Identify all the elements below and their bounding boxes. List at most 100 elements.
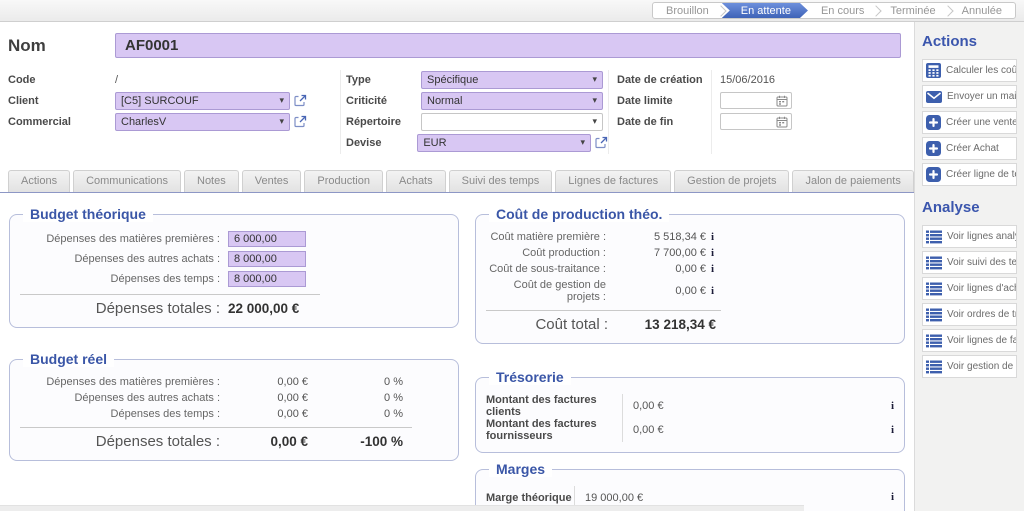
info-icon[interactable]: i <box>711 264 714 275</box>
panel-title: Marges <box>489 461 552 477</box>
type-select[interactable]: Spécifique ▾ <box>421 71 603 89</box>
date-limite-input[interactable] <box>720 92 792 109</box>
info-icon[interactable]: i <box>711 248 714 259</box>
voir-lignes-dachats-button[interactable]: Voir lignes d'achats <box>922 277 1017 300</box>
tresorerie-row: Montant des factures fournisseurs 0,00 €… <box>486 418 894 442</box>
creer-ligne-de-temps-button[interactable]: Créer ligne de temps <box>922 163 1017 186</box>
total-label: Dépenses totales : <box>20 433 228 450</box>
top-bar: Brouillon En attente En cours Terminée A… <box>0 0 1024 22</box>
budget-reel-row: Dépenses des autres achats : 0,00 € 0 % <box>20 392 448 404</box>
row-value: 0,00 € <box>228 408 308 420</box>
envoyer-un-mail-button[interactable]: Envoyer un mail <box>922 85 1017 108</box>
row-label: Dépenses des autres achats : <box>20 392 228 404</box>
row-label: Montant des factures clients <box>486 394 622 418</box>
info-icon[interactable]: i <box>891 425 894 436</box>
repertoire-select[interactable]: ▾ <box>421 113 603 131</box>
voir-gestion-de-projets-button[interactable]: Voir gestion de projets <box>922 355 1017 378</box>
code-value: / <box>115 74 118 86</box>
date-creation-value: 15/06/2016 <box>720 74 775 86</box>
external-link-icon[interactable] <box>294 115 307 128</box>
status-step-en-attente[interactable]: En attente <box>722 3 808 18</box>
cout-row: Coût de sous-traitance : 0,00 € i <box>486 263 894 275</box>
row-label: Dépenses des temps : <box>20 273 228 285</box>
budget-theorique-row: Dépenses des autres achats : 8 000,00 <box>20 251 448 267</box>
row-label: Dépenses des matières premières : <box>20 376 228 388</box>
date-fin-input[interactable] <box>720 113 792 130</box>
tab-jalon-de-paiements[interactable]: Jalon de paiements <box>792 170 913 192</box>
date-fin-label: Date de fin <box>617 116 673 128</box>
creer-une-vente-button[interactable]: Créer une vente <box>922 111 1017 134</box>
type-label: Type <box>346 74 421 86</box>
button-label: Voir lignes de factures <box>947 335 1017 346</box>
row-percent: 0 % <box>308 392 403 404</box>
row-label: Coût de sous-traitance : <box>486 263 614 275</box>
button-label: Voir suivi des temps <box>947 257 1017 268</box>
criticite-select[interactable]: Normal ▾ <box>421 92 603 110</box>
devise-select[interactable]: EUR ▾ <box>417 134 591 152</box>
status-step-en-cours[interactable]: En cours <box>808 3 877 18</box>
row-label: Coût de gestion de projets : <box>486 279 614 303</box>
status-bar: Brouillon En attente En cours Terminée A… <box>652 2 1016 19</box>
tab-communications[interactable]: Communications <box>73 170 181 192</box>
commercial-value: CharlesV <box>121 116 166 128</box>
info-icon[interactable]: i <box>891 492 894 503</box>
client-value: [C5] SURCOUF <box>121 95 199 107</box>
row-label: Coût matière première : <box>486 231 614 243</box>
mail-icon <box>926 91 942 103</box>
right-sidebar: Actions Calculer les coûts Envoyer un ma… <box>914 22 1024 511</box>
info-icon[interactable]: i <box>711 286 714 297</box>
row-label: Montant des factures fournisseurs <box>486 418 622 442</box>
voir-lignes-analytiques-button[interactable]: Voir lignes analytiques <box>922 225 1017 248</box>
tab-lignes-de-factures[interactable]: Lignes de factures <box>555 170 671 192</box>
row-value: 0,00 € <box>228 376 308 388</box>
bottom-strip <box>0 505 804 511</box>
chevron-down-icon: ▾ <box>592 116 597 127</box>
button-label: Voir lignes d'achats <box>947 283 1017 294</box>
external-link-icon[interactable] <box>595 136 608 149</box>
calculer-les-couts-button[interactable]: Calculer les coûts <box>922 59 1017 82</box>
tab-gestion-de-projets[interactable]: Gestion de projets <box>674 170 789 192</box>
voir-ordres-de-travails-button[interactable]: Voir ordres de travails <box>922 303 1017 326</box>
status-step-brouillon[interactable]: Brouillon <box>653 3 722 18</box>
voir-suivi-des-temps-button[interactable]: Voir suivi des temps <box>922 251 1017 274</box>
info-icon[interactable]: i <box>891 401 894 412</box>
client-select[interactable]: [C5] SURCOUF ▾ <box>115 92 290 110</box>
row-value: 0,00 € <box>228 392 308 404</box>
plus-icon <box>926 167 941 182</box>
budget-theorique-row: Dépenses des matières premières : 6 000,… <box>20 231 448 247</box>
tab-achats[interactable]: Achats <box>386 170 446 192</box>
row-percent: 0 % <box>308 376 403 388</box>
repertoire-label: Répertoire <box>346 116 421 128</box>
notebook-tabbar: Actions Communications Notes Ventes Prod… <box>0 169 914 193</box>
status-step-terminee[interactable]: Terminée <box>877 3 948 18</box>
panel-title: Budget réel <box>23 351 114 367</box>
tab-notes[interactable]: Notes <box>184 170 239 192</box>
commercial-select[interactable]: CharlesV ▾ <box>115 113 290 131</box>
tab-ventes[interactable]: Ventes <box>242 170 302 192</box>
amount-input[interactable]: 6 000,00 <box>228 231 306 247</box>
row-value: 0,00 € <box>622 418 664 442</box>
panel-title: Budget théorique <box>23 206 153 222</box>
button-label: Créer ligne de temps <box>946 169 1017 180</box>
status-step-annulee[interactable]: Annulée <box>949 3 1015 18</box>
row-value: 7 700,00 € <box>614 247 706 259</box>
devise-value: EUR <box>423 137 446 149</box>
list-icon <box>926 230 942 244</box>
client-label: Client <box>8 95 115 107</box>
total-label: Coût total : <box>486 316 616 333</box>
creer-achat-button[interactable]: Créer Achat <box>922 137 1017 160</box>
row-label: Dépenses des matières premières : <box>20 233 228 245</box>
external-link-icon[interactable] <box>294 94 307 107</box>
cout-row: Coût production : 7 700,00 € i <box>486 247 894 259</box>
voir-lignes-de-factures-button[interactable]: Voir lignes de factures <box>922 329 1017 352</box>
panel-title: Coût de production théo. <box>489 206 669 222</box>
name-input[interactable]: AF0001 <box>115 33 901 58</box>
tab-suivi-des-temps[interactable]: Suivi des temps <box>449 170 553 192</box>
tab-actions[interactable]: Actions <box>8 170 70 192</box>
amount-input[interactable]: 8 000,00 <box>228 271 306 287</box>
date-limite-label: Date limite <box>617 95 673 107</box>
budget-reel-row: Dépenses des temps : 0,00 € 0 % <box>20 408 448 420</box>
info-icon[interactable]: i <box>711 232 714 243</box>
amount-input[interactable]: 8 000,00 <box>228 251 306 267</box>
tab-production[interactable]: Production <box>304 170 383 192</box>
